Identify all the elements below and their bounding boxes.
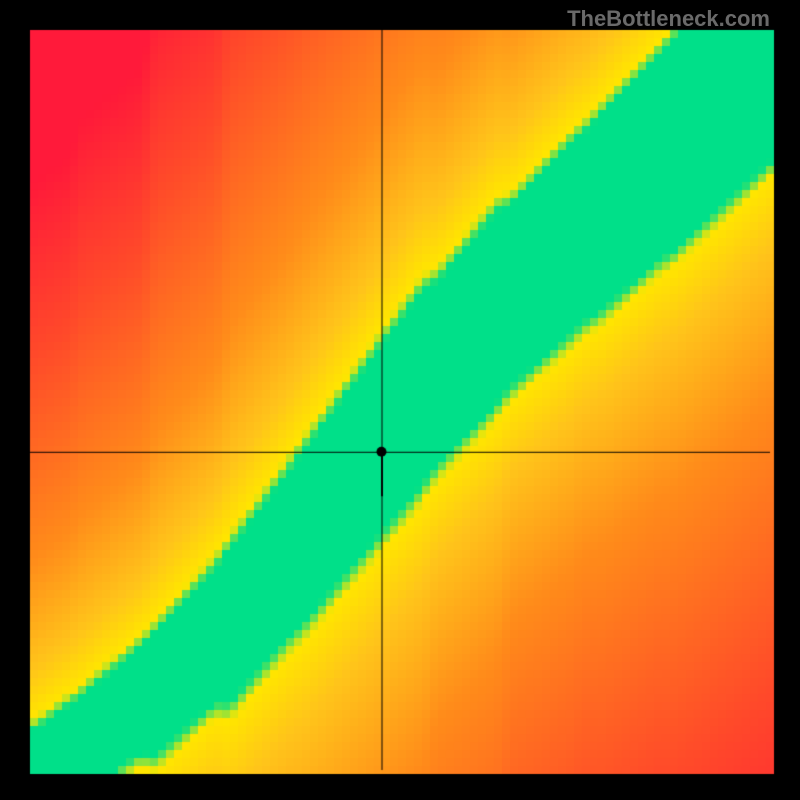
chart-container: TheBottleneck.com xyxy=(0,0,800,800)
bottleneck-heatmap xyxy=(0,0,800,800)
watermark-text: TheBottleneck.com xyxy=(567,6,770,32)
